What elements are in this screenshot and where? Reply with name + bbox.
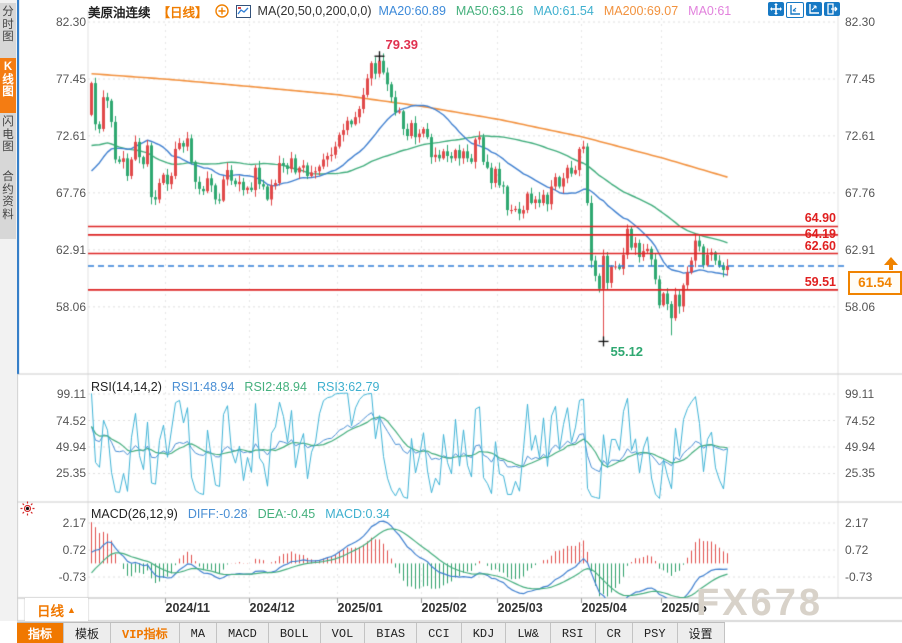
toolbar-tab-4[interactable]: MA [179,623,218,643]
ma-value-5: MA0:61 [688,4,732,18]
price-tick-right-5: 58.06 [845,299,876,314]
rsi-panel-header: RSI(14,14,2) RSI1:48.94 RSI2:48.94 RSI3:62… [91,379,390,394]
price-tick-right-0: 82.30 [845,15,876,29]
month-label-2025/02: 2025/02 [421,601,467,615]
rsi-value-3: RSI3:62.79 [316,379,380,394]
macd-tick-left-2: -0.73 [58,570,86,584]
rsi-tick-left-2: 49.94 [55,439,86,454]
exit-icon[interactable] [824,2,840,16]
period-selector-label: 日线 [37,603,65,619]
macd-tick-right-0: 2.17 [845,516,869,530]
period-selector[interactable]: 日线 ▲ [25,598,88,621]
toolbar-tab-9[interactable]: CCI [417,623,462,643]
level-label-64.19: 64.19 [804,226,836,241]
sun-icon[interactable] [20,501,35,516]
sidebar-tab-4[interactable]: 合约资料 [0,168,16,239]
x-axis-expand-icon[interactable] [786,2,804,18]
price-tick-left-3: 67.76 [55,185,86,200]
toolbar-tab-14[interactable]: PSY [632,623,678,643]
price-tick-left-2: 72.61 [55,128,86,143]
macd-value-3: MACD:0.34 [325,506,390,521]
macd-values: DIFF:-0.28 DEA:-0.45 MACD:0.34 [188,507,400,521]
rsi-title: RSI(14,14,2) [91,379,162,394]
toolbar-tab-8[interactable]: BIAS [365,623,418,643]
toolbar-tab-11[interactable]: LW& [506,623,551,643]
high-annotation: 79.39 [385,37,419,53]
rsi-tick-right-2: 49.94 [845,439,876,454]
price-tick-right-4: 62.91 [845,242,876,257]
macd-value-2: DEA:-0.45 [257,506,316,521]
toolbar-tab-2[interactable]: 模板 [64,623,112,643]
ma-value-1: MA20:60.89 [378,4,446,18]
macd-tick-left-0: 2.17 [62,516,86,530]
rsi-tick-left-0: 99.11 [56,387,86,401]
mini-chart-icon[interactable] [235,4,251,18]
rsi-value-2: RSI2:48.94 [244,379,307,394]
month-label-2024/12: 2024/12 [249,601,295,615]
toolbar-tab-10[interactable]: KDJ [461,623,507,643]
ma-value-2: MA50:63.16 [455,4,524,18]
toolbar-tab-6[interactable]: BOLL [268,623,321,643]
period-tag: 【日线】 [157,5,208,20]
rsi-tick-left-3: 25.35 [55,466,86,481]
rsi-tick-right-3: 25.35 [845,466,876,481]
circle-plus-icon[interactable] [214,4,229,18]
level-label-64.90: 64.90 [804,211,836,226]
price-tick-left-0: 82.30 [55,15,86,29]
level-label-59.51: 59.51 [804,274,836,289]
scroll-up-arrow-icon[interactable] [884,257,898,265]
ma-values: MA20:60.89 MA50:63.16 MA0:61.54 MA200:69.07… [379,4,742,18]
triangle-up-icon: ▲ [67,604,76,615]
price-tick-left-4: 62.91 [55,242,86,257]
toolbar-tab-3[interactable]: VIP指标 [111,623,180,643]
symbol-title: 美原油连续 [88,5,151,20]
macd-value-1: DIFF:-0.28 [187,506,248,521]
chart-header: 美原油连续 【日线】 MA(20,50,0,200,0,0) MA20:60.8… [88,3,742,20]
sidebar-tab-1[interactable]: 分时图 [0,3,16,58]
month-label-2024/11: 2024/11 [165,601,211,615]
pan-icon[interactable] [768,2,784,16]
window-buttons [768,2,840,18]
toolbar-tab-7[interactable]: VOL [320,623,366,643]
rsi-value-1: RSI1:48.94 [171,379,235,394]
low-annotation: 55.12 [610,344,644,360]
price-tick-right-1: 77.45 [845,72,876,86]
month-label-2025/01: 2025/01 [337,601,383,615]
macd-tick-left-1: 0.72 [62,543,86,557]
macd-title: MACD(26,12,9) [91,506,178,521]
indicator-toolbar: 指标 模板 VIP指标 MA MACD BOLL VOL BIAS CCI KDJ LW& RSI CR… [17,622,725,643]
macd-panel-header: MACD(26,12,9) DIFF:-0.28 DEA:-0.45 MACD:0.… [91,506,400,521]
toolbar-tab-1[interactable]: 指标 [17,623,65,643]
toolbar-tab-15[interactable]: 设置 [677,623,725,643]
month-label-2025/04: 2025/04 [581,601,627,615]
y-axis-scale-icon[interactable] [806,2,822,16]
rsi-tick-right-0: 99.11 [845,387,875,401]
sidebar-tab-3[interactable]: 闪电图 [0,113,16,168]
toolbar-tab-12[interactable]: RSI [550,623,596,643]
price-tick-right-2: 72.61 [845,128,876,143]
watermark: FX678 [696,582,823,624]
ma-value-3: MA0:61.54 [533,4,594,18]
price-tick-left-1: 77.45 [55,72,86,86]
month-label-2025/03: 2025/03 [497,601,543,615]
macd-tick-right-1: 0.72 [845,543,869,557]
month-label-2025/05: 2025/05 [661,601,707,615]
toolbar-tab-13[interactable]: CR [595,623,633,643]
price-tick-left-5: 58.06 [55,299,86,314]
rsi-tick-right-1: 74.52 [845,413,876,428]
price-tick-right-3: 67.76 [845,185,876,200]
ma-value-4: MA200:69.07 [603,4,679,18]
level-label-62.60: 62.60 [804,238,836,253]
rsi-tick-left-1: 74.52 [55,413,86,428]
scroll-up-arrow-stem [889,265,893,270]
ma-settings-label: MA(20,50,0,200,0,0) [257,4,372,18]
rsi-values: RSI1:48.94 RSI2:48.94 RSI3:62.79 [172,380,390,394]
toolbar-tab-5[interactable]: MACD [217,623,269,643]
macd-tick-right-2: -0.73 [845,570,873,584]
current-price-tag: 61.54 [848,270,902,295]
